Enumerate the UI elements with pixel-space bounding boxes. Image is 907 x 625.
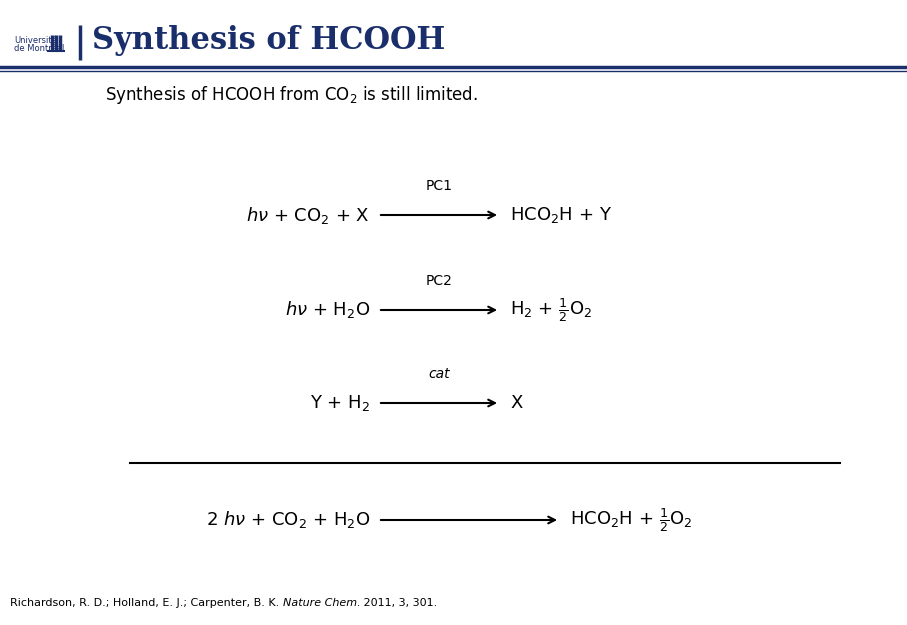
Text: Richardson, R. D.; Holland, E. J.; Carpenter, B. K.: Richardson, R. D.; Holland, E. J.; Carpe… bbox=[10, 598, 283, 608]
Text: PC2: PC2 bbox=[425, 274, 453, 288]
Text: Université: Université bbox=[14, 36, 57, 45]
Text: Synthesis of HCOOH from CO$_2$ is still limited.: Synthesis of HCOOH from CO$_2$ is still … bbox=[105, 84, 478, 106]
Text: cat: cat bbox=[428, 367, 450, 381]
Text: 2011, 3, 301.: 2011, 3, 301. bbox=[360, 598, 437, 608]
Text: HCO$_2$H + $\frac{1}{2}$O$_2$: HCO$_2$H + $\frac{1}{2}$O$_2$ bbox=[570, 506, 692, 534]
Text: $h\nu$ + CO$_2$ + X: $h\nu$ + CO$_2$ + X bbox=[247, 204, 370, 226]
Text: HCO$_2$H + Y: HCO$_2$H + Y bbox=[510, 205, 612, 225]
Text: X: X bbox=[510, 394, 522, 412]
Text: Nature Chem.: Nature Chem. bbox=[283, 598, 360, 608]
Text: H$_2$ + $\frac{1}{2}$O$_2$: H$_2$ + $\frac{1}{2}$O$_2$ bbox=[510, 296, 592, 324]
Text: de Montréal: de Montréal bbox=[14, 44, 64, 53]
Text: Y + H$_2$: Y + H$_2$ bbox=[310, 393, 370, 413]
Text: 2 $h\nu$ + CO$_2$ + H$_2$O: 2 $h\nu$ + CO$_2$ + H$_2$O bbox=[206, 509, 370, 531]
Text: $h\nu$ + H$_2$O: $h\nu$ + H$_2$O bbox=[285, 299, 370, 321]
Text: Synthesis of HCOOH: Synthesis of HCOOH bbox=[92, 24, 445, 56]
Text: PC1: PC1 bbox=[425, 179, 453, 193]
